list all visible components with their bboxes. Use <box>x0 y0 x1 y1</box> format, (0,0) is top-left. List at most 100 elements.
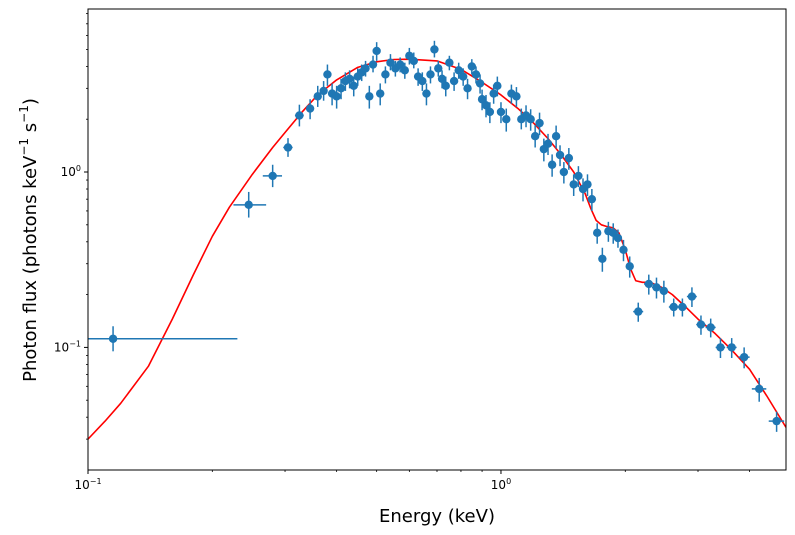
data-point <box>619 239 628 262</box>
major-ticks <box>84 171 502 474</box>
data-point <box>409 52 418 69</box>
data-marker <box>551 132 561 141</box>
data-point <box>305 99 315 120</box>
data-point <box>386 54 395 71</box>
data-point <box>475 74 485 94</box>
x-tick-label: 10−1 <box>74 477 101 492</box>
data-marker <box>502 115 511 124</box>
data-marker <box>652 283 661 292</box>
data-marker <box>564 153 574 163</box>
data-point <box>430 40 439 58</box>
data-marker <box>706 323 715 332</box>
data-point <box>496 102 506 124</box>
data-marker <box>496 107 506 117</box>
data-marker <box>535 118 544 128</box>
data-point <box>376 83 385 106</box>
data-marker <box>323 70 332 79</box>
data-point <box>262 164 283 188</box>
data-marker <box>625 262 634 271</box>
y-tick-label: 10−1 <box>54 339 81 354</box>
data-marker <box>475 79 485 88</box>
data-point <box>583 174 592 196</box>
model-layer <box>88 58 786 440</box>
y-axis-label: Photon flux (photons keV−1 s−1) <box>17 98 41 382</box>
data-marker <box>613 233 623 243</box>
data-point <box>349 76 358 97</box>
data-point <box>726 338 737 359</box>
data-marker <box>437 74 447 83</box>
data-marker <box>376 89 385 98</box>
data-marker <box>489 89 498 98</box>
data-point <box>361 60 370 77</box>
data-point <box>547 154 557 177</box>
data-marker <box>569 180 578 189</box>
data-point <box>551 125 561 149</box>
data-point <box>644 274 654 295</box>
data-marker <box>426 70 435 79</box>
data-marker <box>619 245 628 255</box>
data-marker <box>755 384 764 394</box>
data-marker <box>574 171 583 181</box>
data-marker <box>332 92 341 101</box>
data-point <box>569 174 578 196</box>
data-point <box>422 83 431 106</box>
data-point <box>530 125 540 148</box>
data-marker <box>530 132 540 141</box>
data-marker <box>772 416 781 426</box>
data-marker <box>739 352 749 362</box>
data-point <box>323 64 332 86</box>
data-point <box>88 326 238 352</box>
data-marker <box>454 66 463 75</box>
data-marker <box>430 45 439 54</box>
data-marker <box>716 343 725 352</box>
data-marker <box>372 46 381 56</box>
data-marker <box>449 76 459 86</box>
data-point <box>426 66 435 84</box>
data-point <box>564 148 574 170</box>
data-point <box>477 89 487 111</box>
data-point <box>445 55 454 71</box>
data-point <box>454 62 463 79</box>
data-marker <box>349 81 358 91</box>
data-marker <box>463 84 472 93</box>
data-point <box>368 55 378 73</box>
data-marker <box>445 58 454 67</box>
data-marker <box>634 307 643 316</box>
data-point <box>467 59 477 75</box>
data-point <box>449 72 459 91</box>
data-marker <box>467 62 477 71</box>
x-axis-label: Energy (keV) <box>379 506 495 527</box>
data-point <box>332 85 341 109</box>
data-point <box>336 78 346 100</box>
data-marker <box>587 194 597 204</box>
data-marker <box>485 107 495 117</box>
data-point <box>659 280 669 303</box>
data-point <box>598 247 607 272</box>
data-marker <box>583 180 592 189</box>
data-layer <box>88 40 786 440</box>
data-point <box>319 81 328 101</box>
data-point <box>651 277 661 299</box>
data-point <box>633 302 644 322</box>
data-point <box>668 298 679 317</box>
data-point <box>418 72 427 91</box>
data-marker <box>305 104 315 113</box>
data-marker <box>295 111 304 120</box>
data-marker <box>477 95 487 104</box>
data-point <box>768 411 785 432</box>
data-point <box>381 66 390 84</box>
data-point <box>294 104 304 127</box>
data-marker <box>400 66 410 75</box>
data-marker <box>395 60 405 69</box>
data-point <box>677 298 687 317</box>
data-marker <box>441 81 450 91</box>
data-point <box>441 76 450 97</box>
data-marker <box>644 279 653 289</box>
data-marker <box>313 92 322 101</box>
data-point <box>434 60 443 77</box>
data-point <box>559 162 569 184</box>
data-point <box>458 68 468 86</box>
data-marker <box>381 70 390 79</box>
data-point <box>526 109 535 131</box>
